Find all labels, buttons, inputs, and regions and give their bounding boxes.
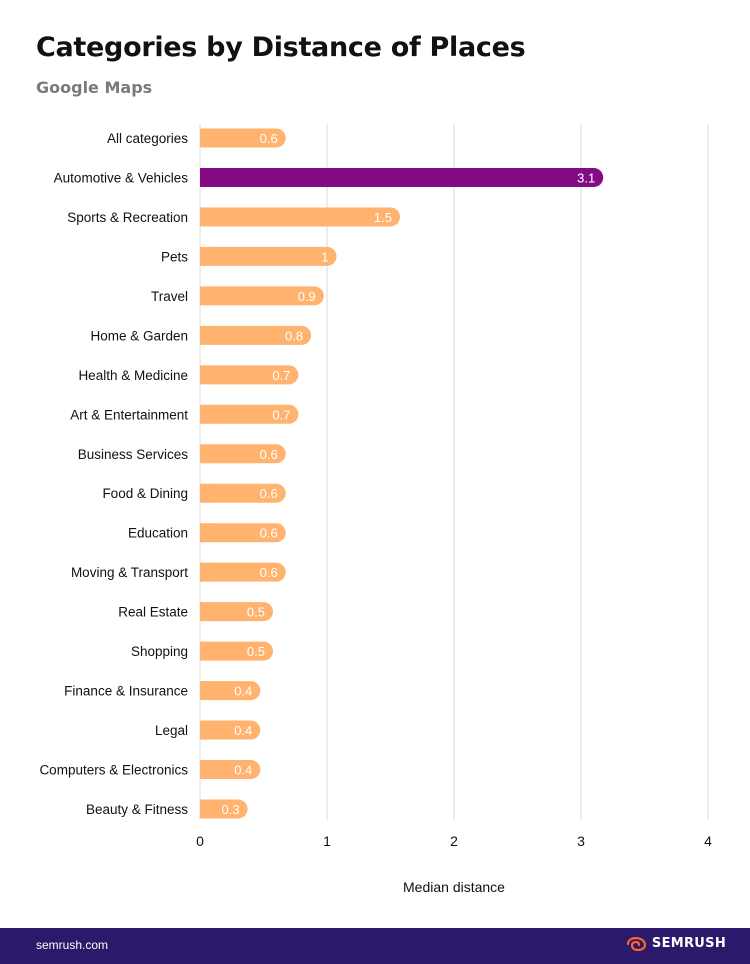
bar <box>200 365 299 385</box>
footer-bar: semrush.com SEMRUSH <box>0 928 750 964</box>
bar-value-label: 0.5 <box>247 644 265 659</box>
bar-value-label: 0.7 <box>272 368 290 383</box>
bar-value-label: 0.7 <box>272 407 290 422</box>
category-label: Automotive & Vehicles <box>54 170 189 185</box>
semrush-logo-text: SEMRUSH <box>651 936 726 951</box>
bar <box>200 483 286 503</box>
bar-value-label: 0.6 <box>260 565 278 580</box>
bar-left-cap <box>200 602 210 622</box>
x-tick-label: 4 <box>704 833 712 849</box>
bar-left-cap <box>200 641 210 661</box>
category-label: Business Services <box>78 447 189 462</box>
bar <box>200 760 261 780</box>
bar-left-cap <box>200 404 210 424</box>
chart-subtitle: Google Maps <box>36 78 153 97</box>
x-axis-label: Median distance <box>403 879 505 895</box>
bar <box>200 720 261 740</box>
x-tick-label: 2 <box>450 833 458 849</box>
category-label: Moving & Transport <box>71 565 188 580</box>
chart-title: Categories by Distance of Places <box>36 32 526 63</box>
bar-left-cap <box>200 246 210 266</box>
x-tick-label: 1 <box>323 833 331 849</box>
category-label: Computers & Electronics <box>39 763 188 778</box>
category-label: Travel <box>151 289 188 304</box>
footer-url[interactable]: semrush.com <box>36 938 109 952</box>
category-label: Art & Entertainment <box>70 407 188 422</box>
category-label: Sports & Recreation <box>67 210 188 225</box>
bar-left-cap <box>200 799 210 819</box>
bar-value-label: 0.4 <box>234 763 252 778</box>
bar <box>200 562 286 582</box>
x-tick-label: 3 <box>577 833 585 849</box>
bar-value-label: 0.4 <box>234 684 252 699</box>
bar <box>200 167 604 187</box>
bar-value-label: 0.9 <box>298 289 316 304</box>
bar <box>200 444 286 464</box>
bar <box>200 128 286 148</box>
bar-value-label: 0.5 <box>247 605 265 620</box>
bar-value-label: 0.6 <box>260 447 278 462</box>
bar-value-label: 3.1 <box>577 170 595 185</box>
bar-value-label: 1.5 <box>374 210 392 225</box>
bar-left-cap <box>200 483 210 503</box>
category-label: Health & Medicine <box>78 368 188 383</box>
bar-left-cap <box>200 760 210 780</box>
bar <box>200 523 286 543</box>
bar <box>200 286 324 306</box>
bar-value-label: 0.6 <box>260 526 278 541</box>
bar <box>200 404 299 424</box>
bar-left-cap <box>200 523 210 543</box>
bar-left-cap <box>200 562 210 582</box>
category-label: Legal <box>155 723 188 738</box>
bar-value-label: 0.4 <box>234 723 252 738</box>
category-label: Beauty & Fitness <box>86 802 188 817</box>
semrush-logo: SEMRUSH <box>626 936 726 951</box>
category-label: All categories <box>107 131 188 146</box>
bar-left-cap <box>200 325 210 345</box>
bar-value-label: 1 <box>321 249 328 264</box>
bar-left-cap <box>200 167 210 187</box>
category-label: Home & Garden <box>90 328 188 343</box>
bar <box>200 207 400 227</box>
bar-left-cap <box>200 207 210 227</box>
category-label: Pets <box>161 249 188 264</box>
x-tick-label: 0 <box>196 833 204 849</box>
bar-chart: 0 1 2 3 4 All categories 0.6 Automotive & Vehic… <box>39 124 712 895</box>
semrush-fire-icon <box>626 936 647 951</box>
bar <box>200 602 273 622</box>
bar-left-cap <box>200 681 210 701</box>
bar-left-cap <box>200 365 210 385</box>
category-label: Real Estate <box>118 605 188 620</box>
bar <box>200 681 261 701</box>
category-label: Shopping <box>131 644 188 659</box>
category-label: Food & Dining <box>102 486 188 501</box>
bar-left-cap <box>200 128 210 148</box>
bar-value-label: 0.6 <box>260 486 278 501</box>
bar-value-label: 0.3 <box>222 802 240 817</box>
bar <box>200 246 337 266</box>
bar-value-label: 0.6 <box>260 131 278 146</box>
bar <box>200 641 273 661</box>
bar <box>200 325 312 345</box>
category-label: Education <box>128 526 188 541</box>
bar-left-cap <box>200 286 210 306</box>
category-label: Finance & Insurance <box>64 684 188 699</box>
bar <box>200 799 248 819</box>
bar-left-cap <box>200 720 210 740</box>
bar-left-cap <box>200 444 210 464</box>
bar-value-label: 0.8 <box>285 328 303 343</box>
